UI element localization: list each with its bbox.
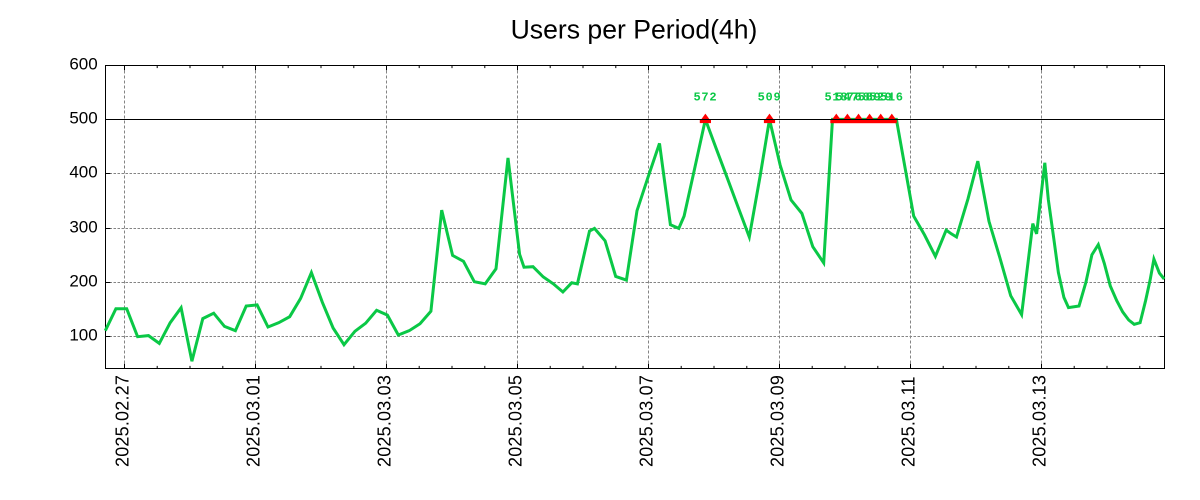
svg-text:100: 100 — [69, 325, 97, 344]
svg-text:2025.03.05: 2025.03.05 — [505, 375, 525, 467]
svg-text:Users per Period(4h): Users per Period(4h) — [511, 15, 758, 45]
svg-text:2025.03.01: 2025.03.01 — [243, 375, 263, 467]
svg-text:300: 300 — [69, 217, 97, 236]
svg-text:2025.02.27: 2025.02.27 — [112, 375, 132, 467]
svg-text:2025.03.11: 2025.03.11 — [898, 376, 918, 467]
svg-text:400: 400 — [69, 162, 97, 181]
svg-text:200: 200 — [69, 271, 97, 290]
svg-text:600: 600 — [69, 54, 97, 73]
svg-text:509: 509 — [758, 91, 782, 105]
svg-text:572: 572 — [694, 91, 718, 105]
svg-text:547: 547 — [836, 91, 860, 105]
svg-text:2025.03.03: 2025.03.03 — [374, 375, 394, 467]
svg-text:500: 500 — [69, 108, 97, 127]
svg-text:768: 768 — [847, 91, 871, 105]
svg-text:2025.03.13: 2025.03.13 — [1029, 375, 1049, 467]
svg-text:2025.03.09: 2025.03.09 — [767, 375, 787, 467]
svg-text:589: 589 — [858, 91, 882, 105]
svg-text:516: 516 — [880, 91, 904, 105]
svg-text:2025.03.07: 2025.03.07 — [636, 375, 656, 467]
svg-text:529: 529 — [869, 91, 893, 105]
svg-text:518: 518 — [824, 91, 848, 105]
